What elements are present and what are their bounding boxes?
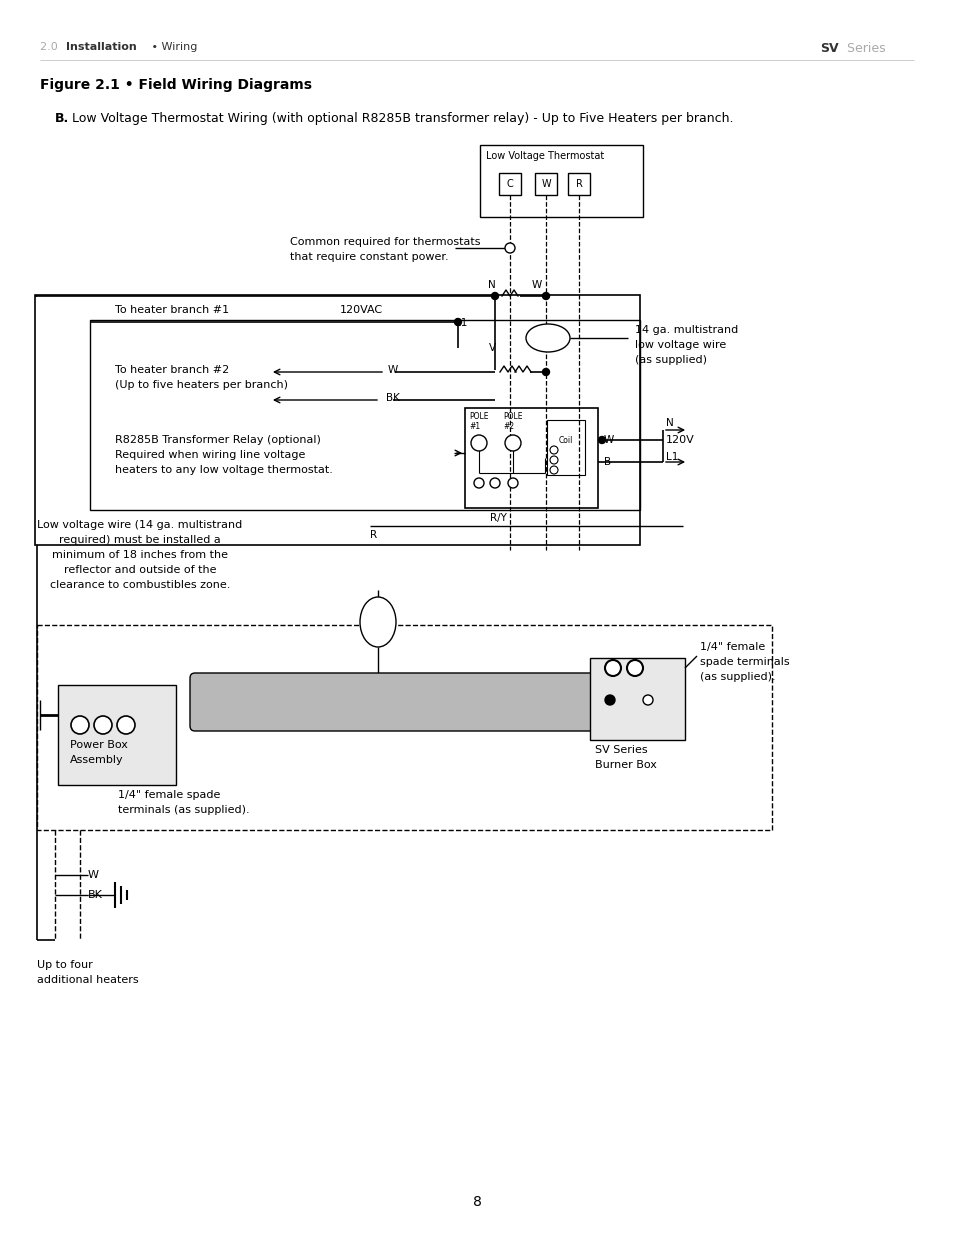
- Circle shape: [117, 716, 135, 734]
- Text: N: N: [665, 417, 673, 429]
- Text: W: W: [88, 869, 99, 881]
- Text: 8: 8: [472, 1195, 481, 1209]
- Text: #2: #2: [502, 422, 514, 431]
- Text: L1: L1: [455, 317, 467, 329]
- Text: 120VAC: 120VAC: [339, 305, 383, 315]
- Circle shape: [642, 695, 652, 705]
- Text: additional heaters: additional heaters: [37, 974, 138, 986]
- Text: (as supplied): (as supplied): [635, 354, 706, 366]
- Circle shape: [598, 436, 605, 443]
- Text: W: W: [532, 280, 541, 290]
- Bar: [479, 144, 642, 217]
- Text: B.: B.: [55, 112, 70, 125]
- Text: clearance to combustibles zone.: clearance to combustibles zone.: [50, 580, 230, 590]
- Circle shape: [94, 716, 112, 734]
- Text: Required when wiring line voltage: Required when wiring line voltage: [115, 450, 305, 459]
- Text: 1/4" female: 1/4" female: [700, 642, 764, 652]
- Text: POLE: POLE: [469, 412, 488, 421]
- Circle shape: [490, 478, 499, 488]
- Text: V: V: [488, 343, 495, 353]
- Text: BK: BK: [88, 890, 103, 900]
- Bar: [498, 173, 520, 195]
- Circle shape: [504, 243, 515, 253]
- Text: spade terminals: spade terminals: [700, 657, 789, 667]
- Text: minimum of 18 inches from the: minimum of 18 inches from the: [52, 550, 228, 559]
- Text: B: B: [603, 457, 611, 467]
- Text: BK: BK: [386, 393, 399, 403]
- Text: Common required for thermostats: Common required for thermostats: [290, 237, 480, 247]
- Circle shape: [550, 466, 558, 474]
- Text: Up to four: Up to four: [37, 960, 92, 969]
- Text: 120V: 120V: [665, 435, 694, 445]
- Circle shape: [491, 293, 498, 300]
- Circle shape: [604, 695, 615, 705]
- Circle shape: [542, 293, 549, 300]
- Text: R/Y: R/Y: [490, 513, 506, 522]
- Bar: [567, 173, 589, 195]
- Text: SV Series: SV Series: [595, 745, 647, 755]
- Text: W: W: [388, 366, 397, 375]
- Text: Figure 2.1 • Field Wiring Diagrams: Figure 2.1 • Field Wiring Diagrams: [40, 78, 312, 91]
- Text: that require constant power.: that require constant power.: [290, 252, 448, 262]
- Text: reflector and outside of the: reflector and outside of the: [64, 564, 216, 576]
- Text: SV: SV: [820, 42, 838, 56]
- Text: Power Box: Power Box: [70, 740, 128, 750]
- Text: Installation: Installation: [66, 42, 136, 52]
- Text: R: R: [575, 179, 582, 189]
- Bar: [37, 625, 771, 830]
- Text: To heater branch #1: To heater branch #1: [115, 305, 229, 315]
- Text: Low voltage wire (14 ga. multistrand: Low voltage wire (14 ga. multistrand: [37, 520, 242, 530]
- Text: 14 ga. multistrand: 14 ga. multistrand: [635, 325, 738, 335]
- Circle shape: [550, 446, 558, 454]
- Text: (Up to five heaters per branch): (Up to five heaters per branch): [115, 380, 288, 390]
- Text: low voltage wire: low voltage wire: [635, 340, 725, 350]
- Bar: [35, 295, 639, 545]
- FancyBboxPatch shape: [190, 673, 599, 731]
- Text: Series: Series: [842, 42, 884, 56]
- Text: W: W: [540, 179, 550, 189]
- Circle shape: [507, 478, 517, 488]
- Text: R8285B Transformer Relay (optional): R8285B Transformer Relay (optional): [115, 435, 320, 445]
- Bar: [589, 658, 684, 740]
- Text: Burner Box: Burner Box: [595, 760, 657, 769]
- Text: 2.0: 2.0: [40, 42, 61, 52]
- Circle shape: [474, 478, 483, 488]
- Text: (as supplied).: (as supplied).: [700, 672, 775, 682]
- Bar: [90, 320, 639, 510]
- Text: heaters to any low voltage thermostat.: heaters to any low voltage thermostat.: [115, 466, 333, 475]
- Circle shape: [454, 319, 461, 326]
- Text: N: N: [488, 280, 496, 290]
- Text: terminals (as supplied).: terminals (as supplied).: [118, 805, 250, 815]
- Text: Low Voltage Thermostat: Low Voltage Thermostat: [485, 151, 603, 161]
- Text: #1: #1: [469, 422, 479, 431]
- Ellipse shape: [525, 324, 569, 352]
- Circle shape: [471, 435, 486, 451]
- Text: Coil: Coil: [558, 436, 573, 445]
- Text: W: W: [603, 435, 614, 445]
- Text: R: R: [370, 530, 376, 540]
- Text: C: C: [506, 179, 513, 189]
- Bar: [546, 420, 584, 475]
- Circle shape: [71, 716, 89, 734]
- Text: required) must be installed a: required) must be installed a: [59, 535, 221, 545]
- Ellipse shape: [359, 597, 395, 647]
- Bar: [464, 408, 598, 508]
- Text: L1: L1: [665, 452, 678, 462]
- Text: • Wiring: • Wiring: [148, 42, 197, 52]
- Text: Assembly: Assembly: [70, 755, 124, 764]
- Circle shape: [542, 368, 549, 375]
- Circle shape: [504, 435, 520, 451]
- Bar: [535, 173, 557, 195]
- Text: 1/4" female spade: 1/4" female spade: [118, 790, 220, 800]
- Circle shape: [626, 659, 642, 676]
- Text: To heater branch #2: To heater branch #2: [115, 366, 229, 375]
- Circle shape: [550, 456, 558, 464]
- Text: POLE: POLE: [502, 412, 522, 421]
- Bar: [58, 685, 175, 785]
- Text: Low Voltage Thermostat Wiring (with optional R8285B transformer relay) - Up to F: Low Voltage Thermostat Wiring (with opti…: [71, 112, 733, 125]
- Circle shape: [604, 659, 620, 676]
